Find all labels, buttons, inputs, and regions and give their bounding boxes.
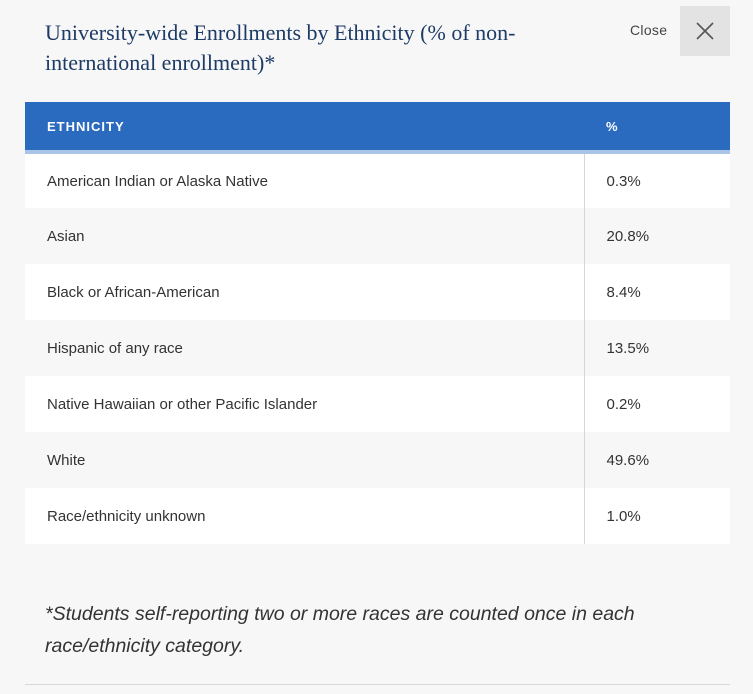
column-header-ethnicity: ETHNICITY bbox=[25, 102, 584, 154]
ethnicity-cell: Native Hawaiian or other Pacific Islande… bbox=[25, 376, 585, 432]
ethnicity-cell: Black or African-American bbox=[25, 264, 585, 320]
percent-cell: 8.4% bbox=[584, 264, 730, 320]
close-icon bbox=[696, 22, 714, 40]
table-header-row: ETHNICITY % bbox=[25, 102, 730, 154]
ethnicity-cell: White bbox=[25, 432, 585, 488]
table-row: Native Hawaiian or other Pacific Islande… bbox=[25, 376, 730, 432]
percent-cell: 1.0% bbox=[584, 488, 730, 544]
divider bbox=[25, 684, 730, 685]
percent-cell: 0.3% bbox=[584, 152, 730, 208]
ethnicity-cell: Race/ethnicity unknown bbox=[25, 488, 585, 544]
percent-cell: 49.6% bbox=[584, 432, 730, 488]
footnote: *Students self-reporting two or more rac… bbox=[45, 603, 635, 657]
table-row: Black or African-American 8.4% bbox=[25, 264, 730, 320]
modal-title: University-wide Enrollments by Ethnicity… bbox=[45, 20, 516, 75]
ethnicity-table: ETHNICITY % American Indian or Alaska Na… bbox=[25, 102, 730, 544]
percent-cell: 13.5% bbox=[584, 320, 730, 376]
percent-cell: 20.8% bbox=[584, 208, 730, 264]
percent-cell: 0.2% bbox=[584, 376, 730, 432]
close-label[interactable]: Close bbox=[630, 22, 668, 38]
table-row: American Indian or Alaska Native 0.3% bbox=[25, 152, 730, 208]
table-row: Race/ethnicity unknown 1.0% bbox=[25, 488, 730, 544]
ethnicity-cell: Hispanic of any race bbox=[25, 320, 585, 376]
table-row: White 49.6% bbox=[25, 432, 730, 488]
close-button[interactable] bbox=[680, 6, 730, 56]
table-row: Hispanic of any race 13.5% bbox=[25, 320, 730, 376]
table-row: Asian 20.8% bbox=[25, 208, 730, 264]
ethnicity-cell: American Indian or Alaska Native bbox=[25, 152, 585, 208]
ethnicity-cell: Asian bbox=[25, 208, 585, 264]
column-header-percent: % bbox=[584, 102, 730, 154]
